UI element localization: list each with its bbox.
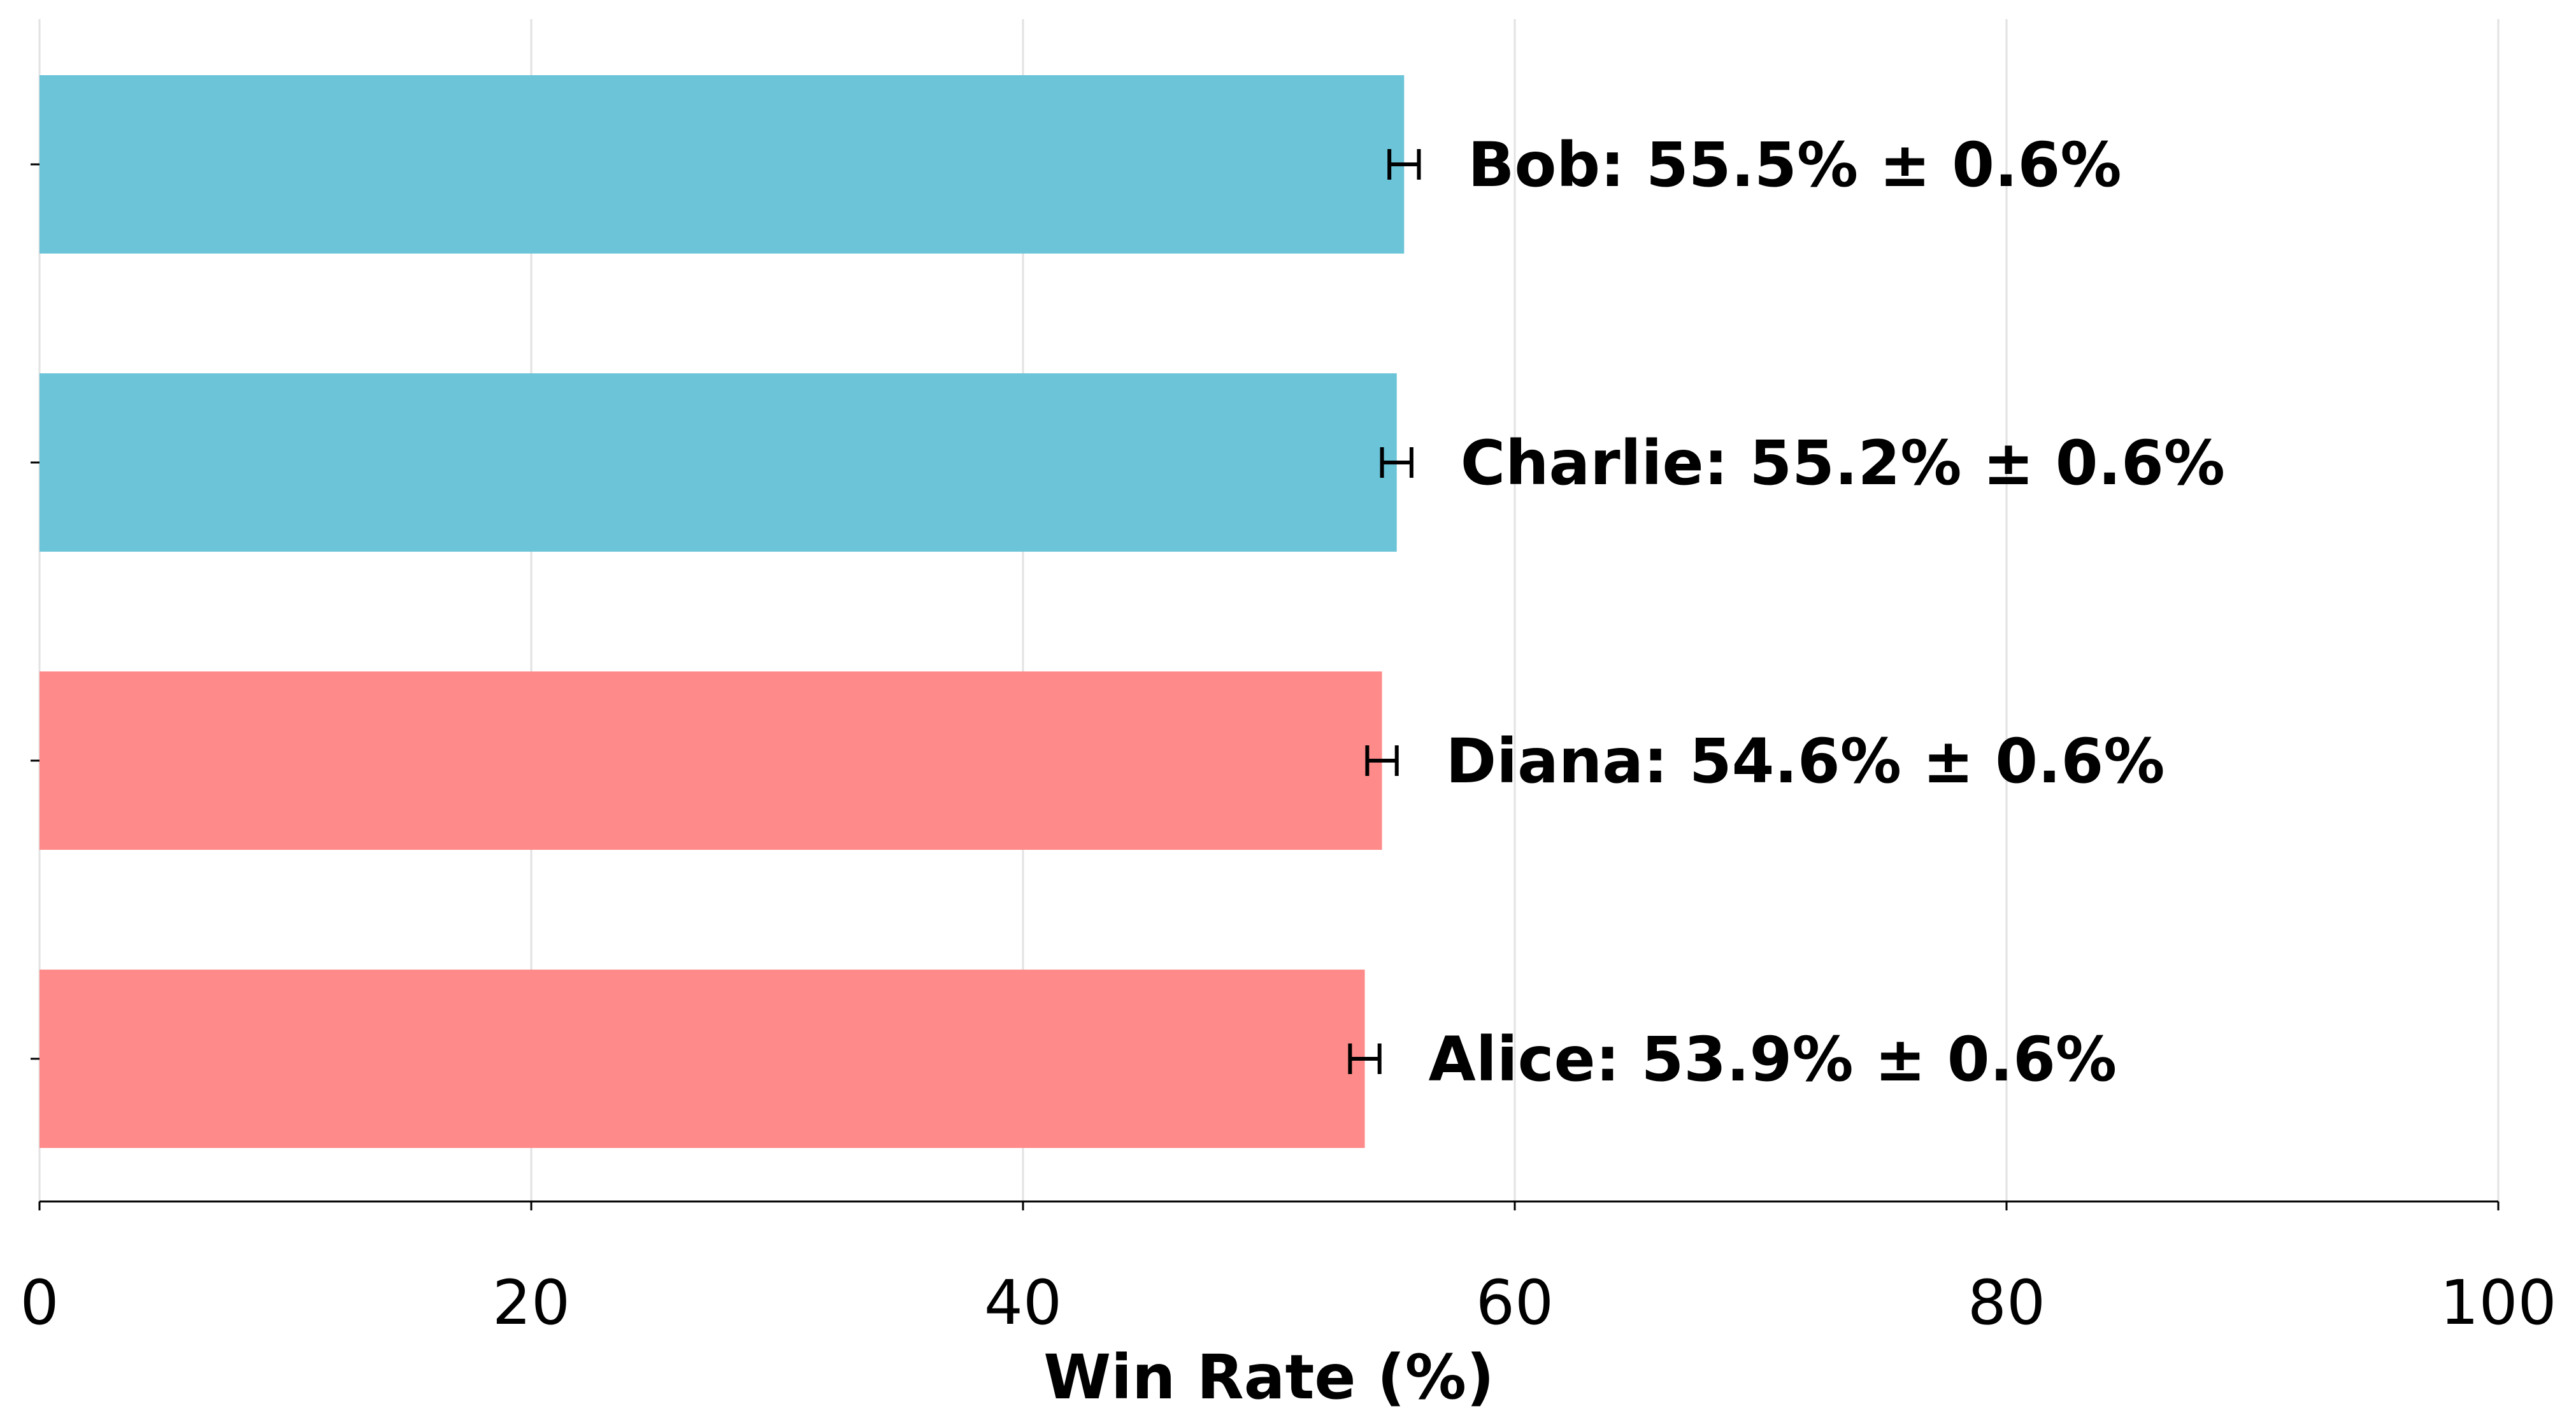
error-bar-diana: [1365, 745, 1399, 776]
x-tick-label-40: 40: [984, 1267, 1062, 1338]
x-tick-label-100: 100: [2440, 1267, 2556, 1338]
x-tick-label-80: 80: [1968, 1267, 2045, 1338]
error-bar-bob: [1387, 149, 1421, 180]
bars: [39, 75, 1405, 1148]
bar-label-diana: Diana: 54.6% ± 0.6%: [1446, 726, 2165, 797]
y-ticks: [31, 163, 39, 1060]
bar-label-bob: Bob: 55.5% ± 0.6%: [1468, 129, 2121, 201]
x-axis-title: Win Rate (%): [1043, 1342, 1494, 1413]
bar-charlie: [39, 373, 1397, 552]
bar-labels: Bob: 55.5% ± 0.6% Charlie: 55.2% ± 0.6% Di…: [1429, 129, 2225, 1095]
error-bar-alice: [1348, 1043, 1382, 1074]
bar-bob: [39, 75, 1405, 254]
x-tick-label-20: 20: [492, 1267, 570, 1338]
bar-alice: [39, 970, 1365, 1148]
error-bars: [1348, 149, 1421, 1074]
bar-label-alice: Alice: 53.9% ± 0.6%: [1429, 1024, 2117, 1095]
x-tick-label-60: 60: [1476, 1267, 1554, 1338]
bar-label-charlie: Charlie: 55.2% ± 0.6%: [1461, 427, 2225, 499]
x-tick-label-0: 0: [20, 1267, 59, 1338]
bar-diana: [39, 671, 1382, 850]
error-bar-charlie: [1380, 447, 1413, 478]
x-ticks: 0 20 40 60 80 100: [20, 1201, 2557, 1338]
